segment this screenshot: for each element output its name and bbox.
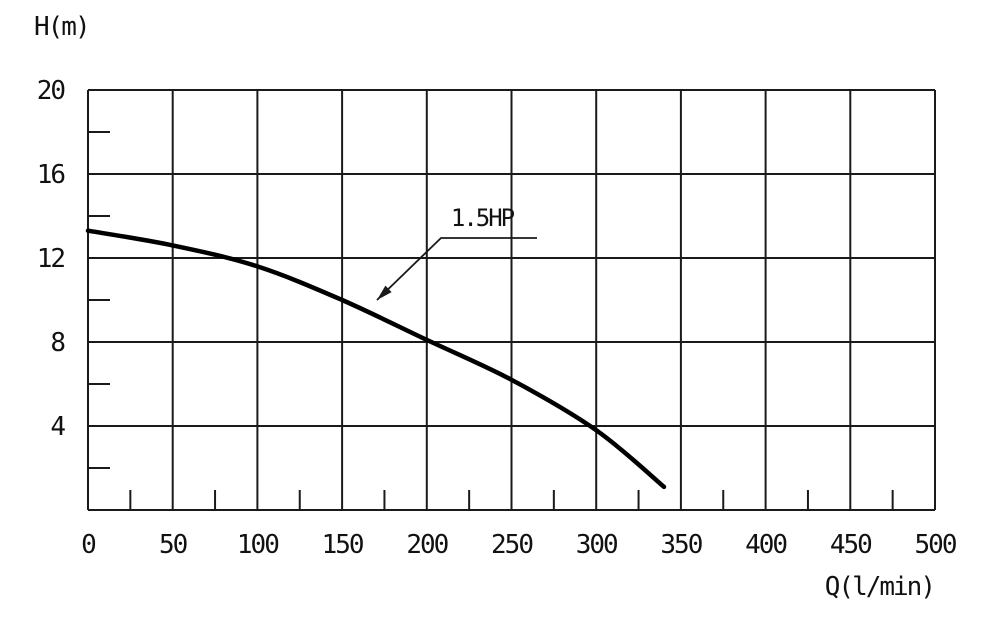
y-tick-label: 8 — [50, 328, 64, 358]
x-tick-label: 0 — [81, 530, 95, 560]
x-tick-label: 250 — [491, 530, 532, 560]
x-tick-label: 100 — [237, 530, 278, 560]
x-axis-title: Q(l/min) — [824, 572, 936, 602]
curve-label: 1.5HP — [451, 204, 515, 232]
x-tick-label: 500 — [915, 530, 956, 560]
y-tick-label: 12 — [37, 244, 65, 274]
y-axis-title: H(m) — [34, 12, 91, 42]
annotation-leader-line — [376, 237, 537, 301]
y-tick-label: 16 — [37, 160, 65, 190]
x-tick-label: 350 — [660, 530, 701, 560]
x-tick-label: 300 — [576, 530, 617, 560]
annotation-arrowhead-icon — [377, 285, 392, 300]
x-tick-label: 450 — [830, 530, 871, 560]
x-tick-label: 400 — [745, 530, 786, 560]
x-tick-label: 50 — [159, 530, 187, 560]
x-tick-label: 150 — [322, 530, 363, 560]
y-tick-label: 4 — [50, 412, 65, 442]
y-tick-label: 20 — [37, 76, 65, 106]
performance-curve — [85, 228, 667, 490]
x-tick-label: 200 — [406, 530, 447, 560]
